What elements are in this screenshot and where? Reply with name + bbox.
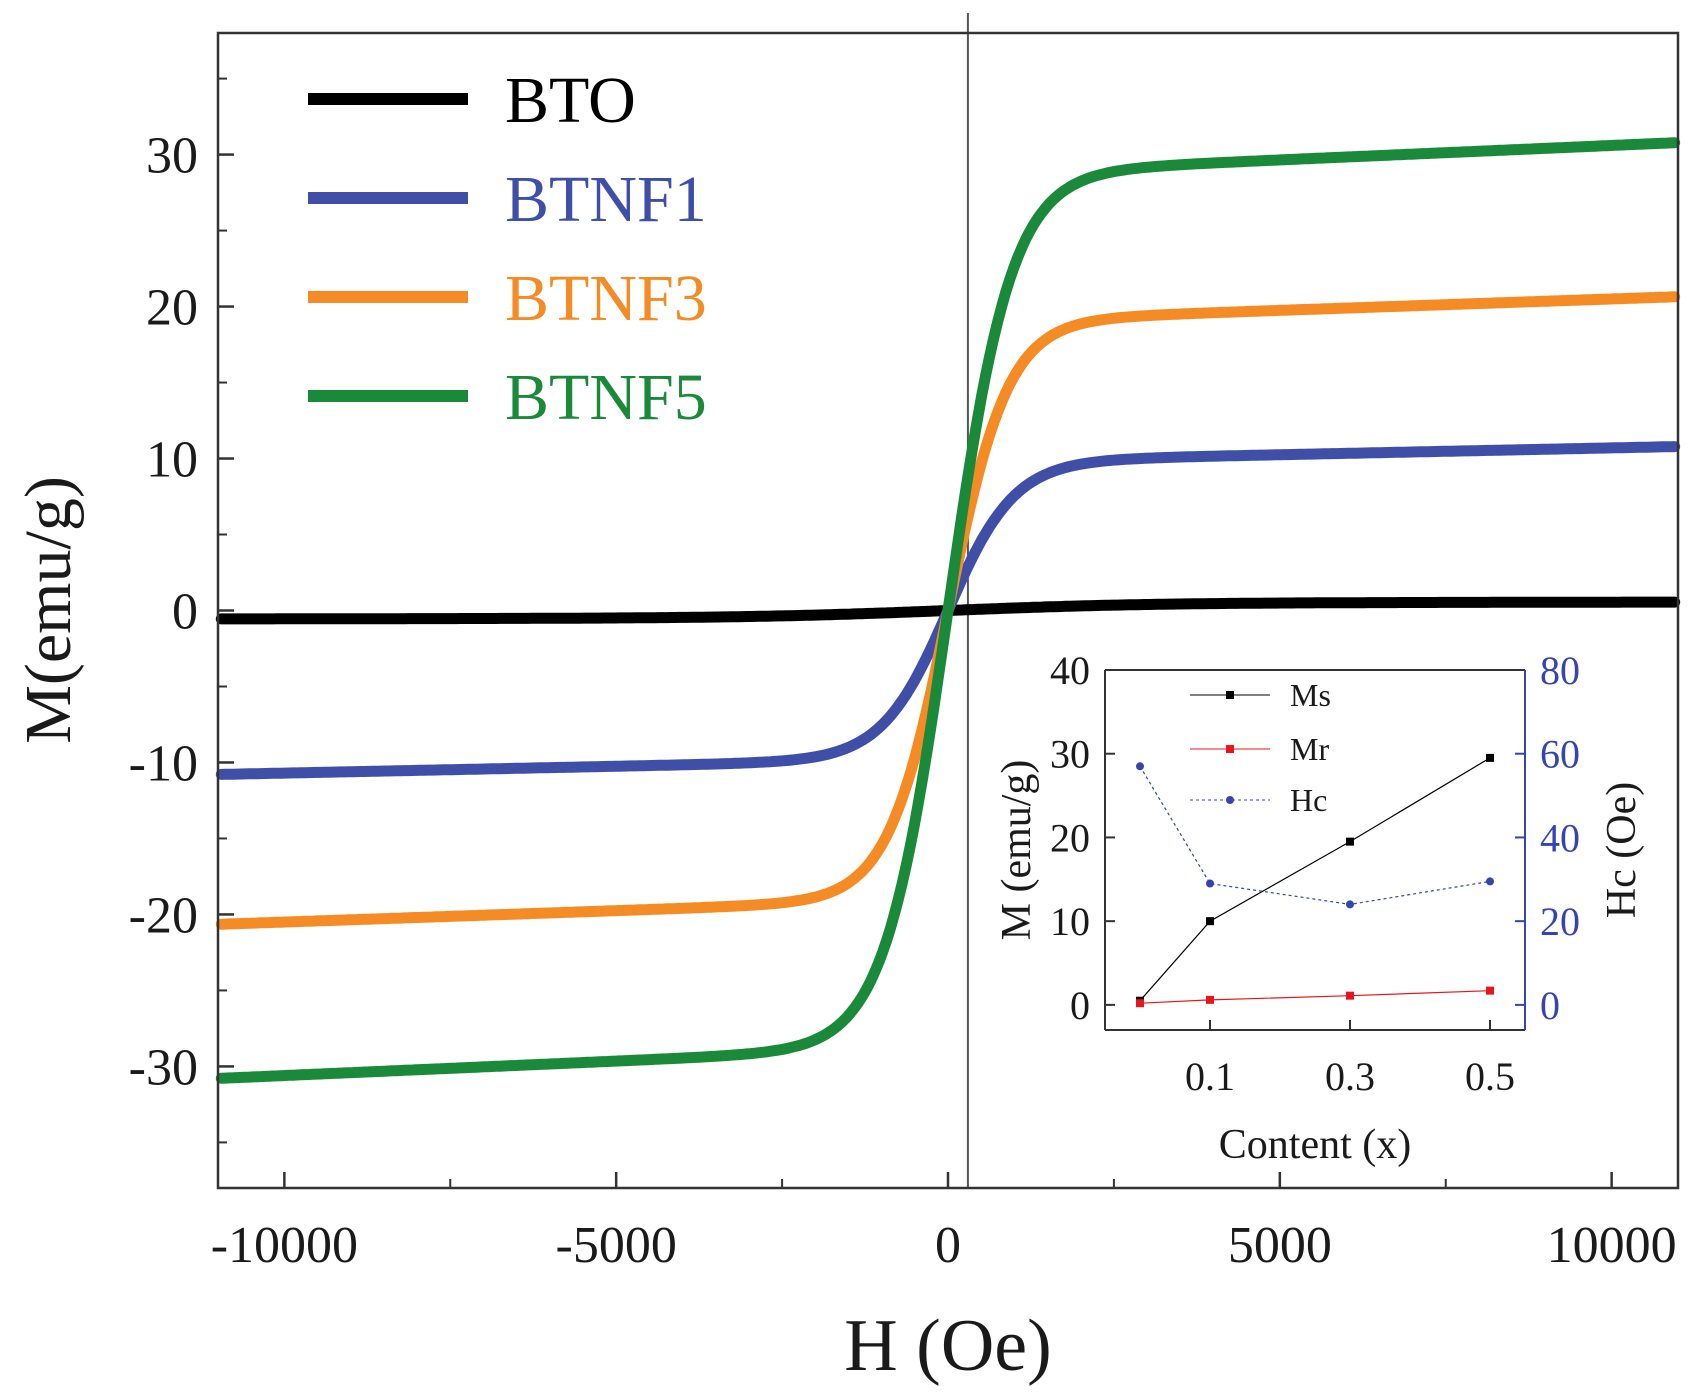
inset-y2-tick-label: 20	[1540, 899, 1580, 944]
inset-point-mr	[1346, 991, 1354, 1000]
x-tick-label: 10000	[1547, 1217, 1677, 1274]
inset-tick-labels: 0.1 0.3 0.5 0 10 20 30 40 0 20 40 60 80	[1050, 648, 1580, 1099]
inset-y2-tick-label: 40	[1540, 815, 1580, 860]
y-tick-label: -20	[129, 887, 198, 944]
y-tick-label: 30	[146, 128, 198, 185]
legend-label-bto: BTO	[505, 64, 636, 137]
inset-point-mr	[1206, 995, 1214, 1004]
inset-line-mr	[1139, 990, 1491, 1004]
inset-legend-marker-hc	[1226, 796, 1234, 804]
inset-x-axis-label: Content (x)	[1219, 1122, 1411, 1168]
legend-label-btnf3: BTNF3	[505, 262, 707, 335]
inset-series	[1136, 753, 1494, 1008]
inset-point-hc	[1206, 879, 1214, 888]
inset-y-tick-label: 30	[1050, 732, 1090, 777]
inset-legend-label-ms: Ms	[1290, 677, 1331, 713]
inset-legend-marker-mr	[1226, 745, 1234, 753]
inset-point-ms	[1346, 837, 1354, 846]
inset-point-ms	[1206, 917, 1214, 926]
inset-y-tick-label: 20	[1050, 815, 1090, 860]
y-tick-label: -10	[129, 735, 198, 792]
legend-label-btnf1: BTNF1	[505, 163, 707, 236]
inset-point-hc	[1136, 762, 1144, 771]
main-plot-frame	[216, 31, 1680, 1190]
inset-point-hc	[1346, 900, 1354, 909]
inset-legend-label-hc: Hc	[1290, 782, 1327, 818]
curve-btnf5	[215, 137, 1681, 1084]
inset-legend-marker-ms	[1226, 691, 1234, 699]
y-tick-label: -30	[129, 1039, 198, 1096]
inset-line-hc	[1139, 765, 1491, 906]
inset-point-mr	[1136, 999, 1144, 1008]
legend-label-btnf5: BTNF5	[505, 361, 707, 434]
inset-point-mr	[1486, 986, 1494, 995]
inset-x-tick-label: 0.1	[1185, 1054, 1235, 1099]
inset-legend-label-mr: Mr	[1290, 731, 1329, 767]
main-ticks	[218, 77, 1613, 1188]
inset-point-ms	[1486, 753, 1494, 762]
x-tick-label: -5000	[556, 1217, 677, 1274]
inset-point-hc	[1486, 877, 1494, 886]
inset-y2-tick-label: 0	[1540, 983, 1560, 1028]
inset-y-tick-label: 10	[1050, 899, 1090, 944]
inset-y2-tick-label: 80	[1540, 648, 1580, 693]
inset-y-tick-label: 40	[1050, 648, 1090, 693]
inset-y-axis-label: M (emu/g)	[994, 760, 1040, 941]
main-curves	[215, 13, 1681, 1188]
main-y-axis-label: M(emu/g)	[12, 476, 85, 744]
y-tick-label: 0	[172, 584, 198, 641]
inset-x-tick-label: 0.3	[1325, 1054, 1375, 1099]
x-tick-label: 5000	[1228, 1217, 1332, 1274]
inset-y2-tick-label: 60	[1540, 732, 1580, 777]
inset-legend: Ms Mr Hc	[1190, 677, 1331, 818]
inset-y-tick-label: 0	[1070, 983, 1090, 1028]
inset-line-ms	[1139, 757, 1491, 1002]
main-legend: BTO BTNF1 BTNF3 BTNF5	[308, 64, 707, 434]
main-tick-labels: -10000 -5000 0 5000 10000 -30 -20 -10 0 10 20 30	[129, 128, 1677, 1274]
y-tick-label: 10	[146, 432, 198, 489]
y-tick-label: 20	[146, 280, 198, 337]
inset-x-tick-label: 0.5	[1465, 1054, 1515, 1099]
main-x-axis-label: H (Oe)	[844, 1305, 1052, 1387]
inset-y2-axis-label: Hc (Oe)	[1599, 782, 1645, 918]
inset-background	[1105, 670, 1525, 1030]
x-tick-label: 0	[935, 1217, 961, 1274]
x-tick-label: -10000	[211, 1217, 358, 1274]
inset-chart: 0.1 0.3 0.5 0 10 20 30 40 0 20 40 60 80 Ms Mr Hc Con…	[994, 648, 1645, 1168]
